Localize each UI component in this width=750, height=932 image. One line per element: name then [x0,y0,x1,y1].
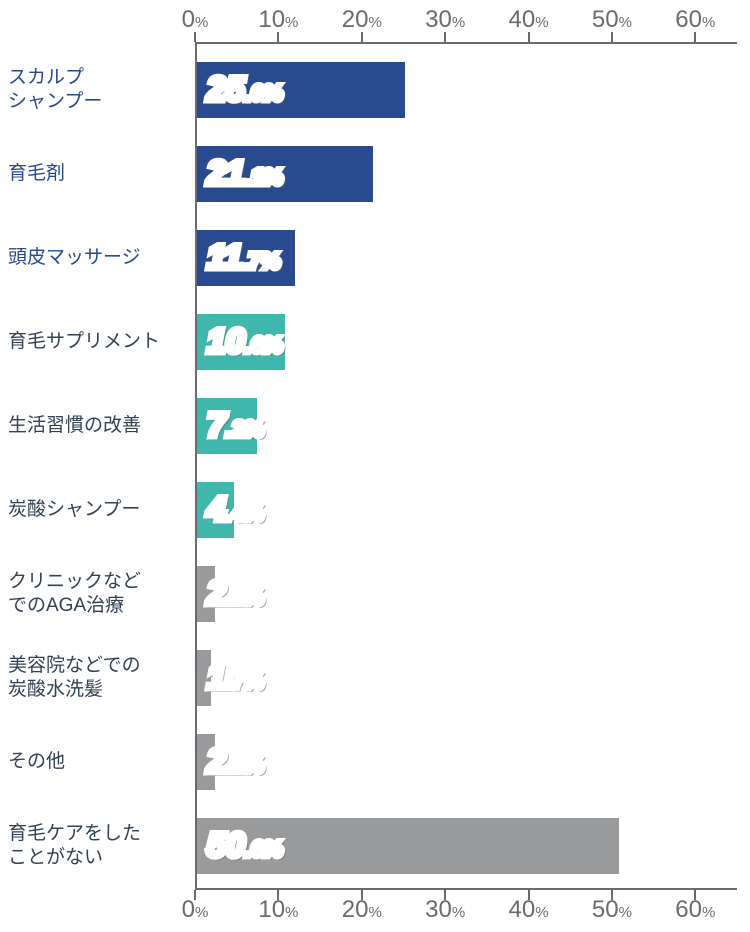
bar-value-layer: 4.4% [207,491,264,530]
category-label: 頭皮マッサージ [8,246,186,270]
axis-tick-mark [361,32,363,42]
axis-tick-suffix: % [195,14,208,31]
category-label-line: 炭酸水洗髪 [8,678,186,702]
axis-tick-suffix: % [619,904,632,921]
category-label-line: クリニックなど [8,570,186,594]
axis-tick-value: 30 [425,6,452,33]
axis-tick-value: 30 [425,896,452,923]
axis-tick: 50% [592,6,632,34]
axis-tick-value: 20 [342,6,369,33]
category-label: スカルプシャンプー [8,66,186,114]
axis-tick: 60% [675,896,715,924]
axis-tick-value: 60 [675,896,702,923]
category-label-line: でのAGA治療 [8,594,186,618]
axis-tick-suffix: % [285,14,298,31]
y-axis-labels: スカルプシャンプー育毛剤頭皮マッサージ育毛サプリメント生活習慣の改善炭酸シャンプ… [0,42,190,890]
category-label: 美容院などでの炭酸水洗髪 [8,654,186,702]
category-label-line: 生活習慣の改善 [8,414,186,438]
axis-tick-mark [194,32,196,42]
category-label-line: 育毛剤 [8,162,186,186]
axis-tick-mark [611,890,613,900]
axis-tick: 10% [258,6,298,34]
axis-tick-suffix: % [368,14,381,31]
axis-tick-value: 0 [182,6,195,33]
axis-tick-value: 10 [258,896,285,923]
bar-value-layer: 50.6% [207,827,283,866]
bar-value-layer: 25.0% [207,71,283,110]
axis-tick-mark [277,32,279,42]
bar-chart: 0%10%20%30%40%50%60% 25.0%25.0%25.0%25.0… [0,0,750,932]
axis-tick-suffix: % [368,904,381,921]
x-axis-bottom: 0%10%20%30%40%50%60% [195,896,740,926]
axis-tick-suffix: % [702,904,715,921]
category-label: 炭酸シャンプー [8,498,186,522]
axis-tick-mark [528,32,530,42]
category-label: 育毛ケアをしたことがない [8,822,186,870]
axis-tick: 20% [342,896,382,924]
plot-area: 25.0%25.0%25.0%25.0%21.1%21.1%21.1%21.1%… [195,42,737,890]
axis-tick-suffix: % [452,904,465,921]
axis-tick-suffix: % [619,14,632,31]
axis-tick: 40% [509,6,549,34]
axis-tick-value: 60 [675,6,702,33]
category-label: クリニックなどでのAGA治療 [8,570,186,618]
axis-tick-suffix: % [452,14,465,31]
axis-tick: 50% [592,896,632,924]
axis-tick-suffix: % [285,904,298,921]
axis-tick-mark [694,32,696,42]
axis-tick-value: 50 [592,6,619,33]
bar-value-layer: 2.2% [207,743,264,782]
axis-tick-mark [694,890,696,900]
bar-value-layer: 7.2% [207,407,264,446]
axis-tick-suffix: % [702,14,715,31]
category-label-line: 育毛ケアをした [8,822,186,846]
category-label-line: 美容院などでの [8,654,186,678]
category-label-line: その他 [8,750,186,774]
bar-value-layer: 1.7% [207,659,264,698]
bar-value-layer: 2.2% [207,575,264,614]
axis-tick-mark [444,890,446,900]
axis-tick: 10% [258,896,298,924]
axis-tick-mark [444,32,446,42]
category-label: 育毛サプリメント [8,330,186,354]
axis-tick-value: 40 [509,896,536,923]
category-label-line: シャンプー [8,90,186,114]
bar-value-layer: 10.6% [207,323,283,362]
axis-tick-mark [528,890,530,900]
category-label: その他 [8,750,186,774]
axis-tick-value: 10 [258,6,285,33]
axis-tick: 40% [509,896,549,924]
axis-tick: 30% [425,896,465,924]
axis-tick-suffix: % [535,14,548,31]
axis-tick-suffix: % [195,904,208,921]
axis-tick-value: 20 [342,896,369,923]
axis-tick-mark [277,890,279,900]
category-label-line: スカルプ [8,66,186,90]
axis-tick-value: 0 [182,896,195,923]
axis-tick-value: 40 [509,6,536,33]
category-label-line: 育毛サプリメント [8,330,186,354]
category-label: 生活習慣の改善 [8,414,186,438]
axis-tick: 20% [342,6,382,34]
axis-tick: 60% [675,6,715,34]
axis-tick-mark [194,890,196,900]
category-label: 育毛剤 [8,162,186,186]
axis-tick: 0% [182,896,209,924]
axis-tick-suffix: % [535,904,548,921]
axis-tick-value: 50 [592,896,619,923]
axis-tick-mark [611,32,613,42]
category-label-line: 頭皮マッサージ [8,246,186,270]
category-label-line: ことがない [8,846,186,870]
bar-value-layer: 21.1% [207,155,283,194]
category-label-line: 炭酸シャンプー [8,498,186,522]
axis-tick: 30% [425,6,465,34]
bar-value-layer: 11.7% [207,239,280,278]
axis-tick: 0% [182,6,209,34]
axis-tick-mark [361,890,363,900]
